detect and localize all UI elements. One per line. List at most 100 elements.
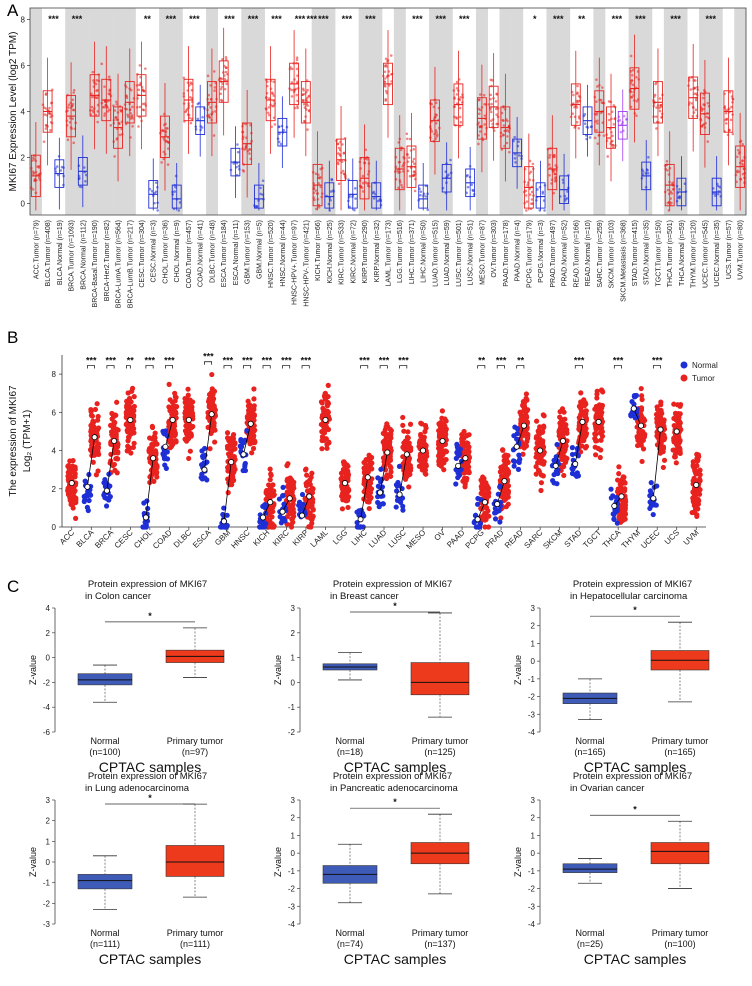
data-point <box>138 83 141 87</box>
data-point <box>112 104 115 107</box>
tumor-point <box>324 445 330 451</box>
data-point <box>178 201 182 204</box>
data-point <box>530 198 534 201</box>
tumor-point <box>673 460 679 466</box>
data-point <box>225 82 228 86</box>
tumor-point <box>325 426 332 433</box>
data-point <box>162 157 166 161</box>
tumor-point <box>401 440 407 446</box>
tumor-point <box>112 449 118 456</box>
data-point <box>290 81 294 84</box>
tumor-point <box>167 405 173 411</box>
data-point <box>491 118 495 121</box>
normal-median-marker <box>260 514 267 521</box>
median-connector <box>145 458 154 518</box>
data-point <box>413 162 416 166</box>
data-point <box>466 173 469 177</box>
tumor-point <box>561 426 567 432</box>
data-point <box>272 80 276 84</box>
significance-mark: ** <box>144 14 152 24</box>
tumor-point <box>324 441 330 448</box>
panel-c-label: C <box>7 577 19 596</box>
median-connector <box>243 423 252 455</box>
data-point <box>611 143 615 147</box>
y-tick-label: -4 <box>288 920 296 929</box>
data-point <box>737 148 740 152</box>
normal-point <box>511 433 517 439</box>
normal-point <box>614 520 620 526</box>
tumor-box <box>650 842 710 865</box>
tumor-point <box>407 421 414 427</box>
tumor-median-marker <box>501 478 508 485</box>
category-label: KICH.Tumor (n=66) <box>315 220 322 281</box>
tumor-n: (n=125) <box>424 747 455 757</box>
normal-point <box>376 504 382 510</box>
x-axis-label: CPTAC samples <box>344 951 446 967</box>
data-point <box>412 170 416 173</box>
tumor-point <box>131 394 137 400</box>
x-tick-label: DLBC <box>172 528 194 550</box>
data-point <box>536 188 539 191</box>
data-point <box>593 136 597 140</box>
category-label: HNSC.Normal (n=44) <box>280 220 287 287</box>
tumor-median-marker <box>364 474 371 481</box>
tumor-point <box>268 471 274 477</box>
data-point <box>95 79 99 82</box>
normal-point <box>455 474 461 481</box>
data-point <box>396 169 399 173</box>
normal-point <box>454 441 460 447</box>
data-point <box>693 86 697 90</box>
data-point <box>188 116 191 120</box>
data-point <box>337 146 341 150</box>
data-point <box>236 143 239 146</box>
tumor-point <box>270 504 276 511</box>
normal-point <box>360 510 366 517</box>
data-point <box>266 111 270 115</box>
normal-point <box>242 463 248 470</box>
subplot-title-line1: Protein expression of MKI67 <box>333 579 452 590</box>
y-tick-label: 1 <box>291 831 296 840</box>
data-point <box>489 97 492 101</box>
normal-point <box>400 503 406 509</box>
tumor-point <box>541 413 547 419</box>
x-tick-label: LUAD <box>367 528 389 550</box>
data-point <box>513 135 517 139</box>
normal-point <box>455 470 461 476</box>
y-tick-label: 8 <box>52 370 57 379</box>
data-point <box>622 114 626 118</box>
data-point <box>107 92 111 95</box>
box <box>253 184 264 209</box>
tumor-point <box>538 487 544 494</box>
data-point <box>125 96 129 100</box>
tumor-point <box>365 492 371 498</box>
tumor-point <box>173 410 179 417</box>
data-point <box>306 88 309 92</box>
data-point <box>424 195 428 198</box>
normal-point <box>81 498 87 505</box>
normal-point <box>277 514 283 520</box>
normal-point <box>393 504 399 510</box>
tumor-point <box>72 474 78 480</box>
significance-bracket <box>126 365 131 369</box>
tumor-point <box>321 429 327 435</box>
data-point <box>595 100 598 103</box>
significance-bracket <box>106 365 115 369</box>
x-tick-label: BRCA <box>93 528 116 551</box>
y-tick-label: -2 <box>43 899 51 908</box>
data-point <box>741 162 744 166</box>
tumor-point <box>269 521 275 527</box>
significance-mark: * <box>393 797 397 807</box>
tumor-point <box>269 514 275 520</box>
tumor-point <box>417 454 424 460</box>
data-point <box>505 141 509 145</box>
significance-mark: *** <box>223 356 234 366</box>
data-point <box>667 192 671 196</box>
legend-tumor-swatch <box>680 374 688 382</box>
tumor-point <box>210 397 216 403</box>
data-point <box>629 70 633 73</box>
data-point <box>282 128 285 132</box>
tumor-point <box>657 414 664 420</box>
data-point <box>573 126 577 129</box>
